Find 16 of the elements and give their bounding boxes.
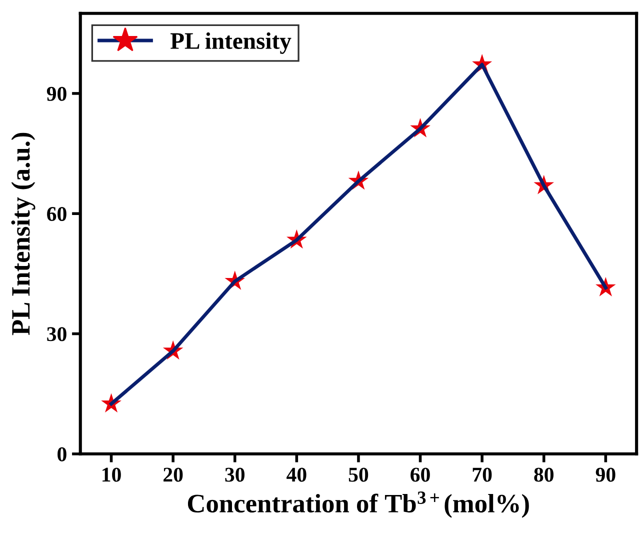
legend-label: PL intensity xyxy=(170,32,292,54)
y-tick-label: 0 xyxy=(58,447,66,462)
x-tick-label: 20 xyxy=(164,468,183,482)
x-tick-label: 50 xyxy=(348,468,368,482)
x-tick-label: 10 xyxy=(102,468,121,482)
x-axis-title: Concentration of Tb$^{3+}$(mol%) xyxy=(188,492,529,518)
y-axis-title: PL Intensity (a.u.) xyxy=(11,132,36,336)
x-tick-label: 40 xyxy=(286,468,306,482)
x-tick-label: 60 xyxy=(410,468,430,482)
x-tick-label: 80 xyxy=(534,468,554,482)
x-tick-label: 70 xyxy=(472,468,492,482)
y-tick-label: 30 xyxy=(47,327,66,342)
x-tick-label: 30 xyxy=(225,468,244,482)
y-tick-label: 90 xyxy=(46,86,66,101)
x-tick-label: 90 xyxy=(596,468,616,482)
y-tick-label: 60 xyxy=(47,206,66,222)
